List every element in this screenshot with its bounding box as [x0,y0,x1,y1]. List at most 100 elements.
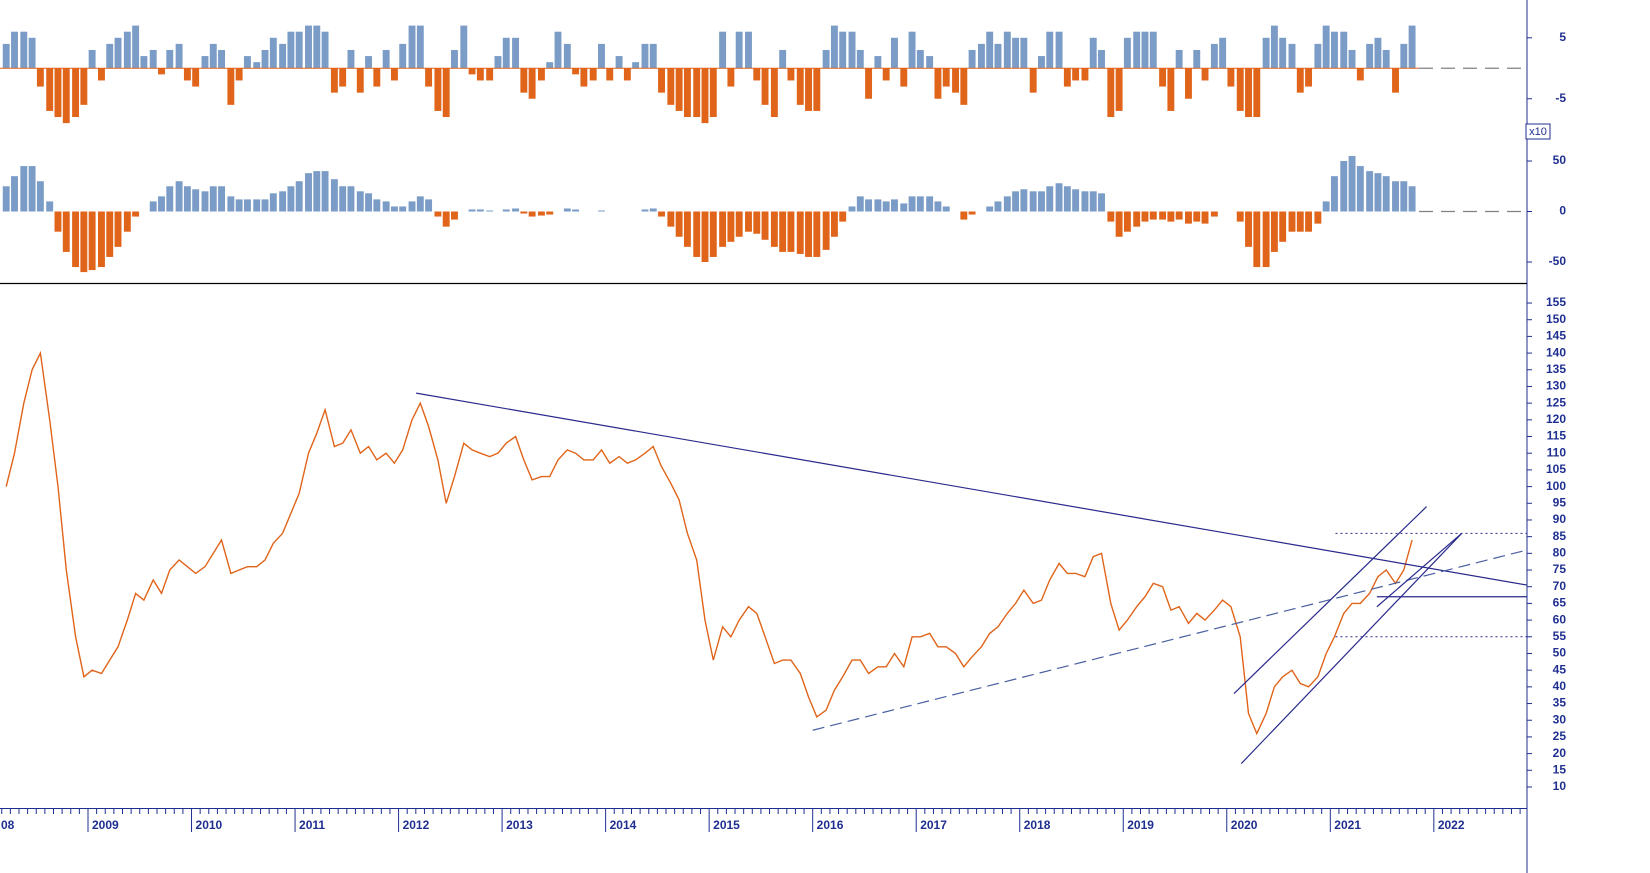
y-tick-label: 45 [1553,662,1567,676]
y-tick-label: 70 [1553,579,1567,593]
bar [761,68,769,105]
bar [1098,49,1105,69]
bar [683,68,691,118]
bar [1185,68,1192,99]
bar [753,68,761,81]
bar [1270,211,1278,252]
bar [88,49,96,69]
bar [796,68,804,105]
bar [158,196,165,212]
bar [227,68,235,105]
bar [968,49,976,69]
bar [856,49,864,69]
trendline [416,392,1527,586]
bar [615,56,623,69]
bar [1408,25,1416,69]
bar [658,68,665,93]
y-tick-label: 110 [1547,445,1567,459]
bar [1314,43,1322,69]
bar [926,56,934,69]
bar [701,68,709,124]
bar [968,211,976,215]
bar [416,25,424,69]
bar [934,201,942,212]
bar [382,49,390,69]
bar [641,43,649,69]
bar [1236,211,1244,222]
bar [1089,37,1097,69]
trendline [1233,506,1427,694]
y-tick-label: 5 [1559,30,1566,44]
bar [28,37,36,69]
oscillator-panel [2,155,1527,273]
y-tick-label: 95 [1553,495,1567,509]
price-line [5,350,1413,736]
bar [528,211,536,217]
bar [580,68,588,87]
bar [20,166,28,212]
bar [243,199,251,212]
y-tick-label: 50 [1553,153,1567,167]
bar [408,25,416,69]
bar [305,173,312,212]
bar [1382,49,1390,69]
bar [1314,211,1322,224]
bar [848,31,856,69]
x-tick-label: 2018 [1024,818,1051,832]
bar [891,199,898,212]
bar [1072,189,1080,212]
bar [425,199,433,212]
bar [512,37,520,69]
bar [1133,31,1141,69]
bar [1392,181,1399,212]
bar [1201,68,1209,81]
bar [882,201,890,212]
bar [701,211,709,262]
bar [1356,166,1364,212]
bar [1305,211,1313,232]
bar [1296,211,1304,232]
bar [166,186,174,212]
bar [779,211,787,252]
bar [623,68,631,81]
bar [1141,31,1149,69]
bar [175,181,183,212]
bar [114,211,122,247]
bar [1400,181,1408,212]
bar [1322,201,1330,212]
bar [1253,211,1261,268]
y-tick-label: -50 [1549,254,1567,268]
bar [132,211,140,217]
bar [1400,43,1408,69]
bar [572,68,580,75]
bar [72,211,80,268]
bar [321,171,329,212]
bar [114,37,122,69]
bar [399,43,407,69]
bar [606,68,614,81]
bar [1210,211,1218,217]
bar [1167,211,1175,222]
bar [994,201,1002,212]
bar [1366,43,1374,69]
bar [295,31,303,69]
bar [149,201,157,212]
trendlines [416,392,1527,765]
bar [261,199,269,212]
y-tick-label: 65 [1553,596,1567,610]
bar [1227,68,1235,87]
bar [598,210,605,212]
bar [727,211,735,242]
bar [192,68,200,87]
bar [269,193,277,212]
bar [54,211,62,232]
bar [1107,211,1115,222]
bar [1305,68,1313,87]
bar [1115,211,1123,237]
bar [908,31,916,69]
bar [1029,68,1037,93]
bar [261,49,269,69]
bar [900,68,908,87]
bar [356,68,364,93]
bar [649,208,657,212]
